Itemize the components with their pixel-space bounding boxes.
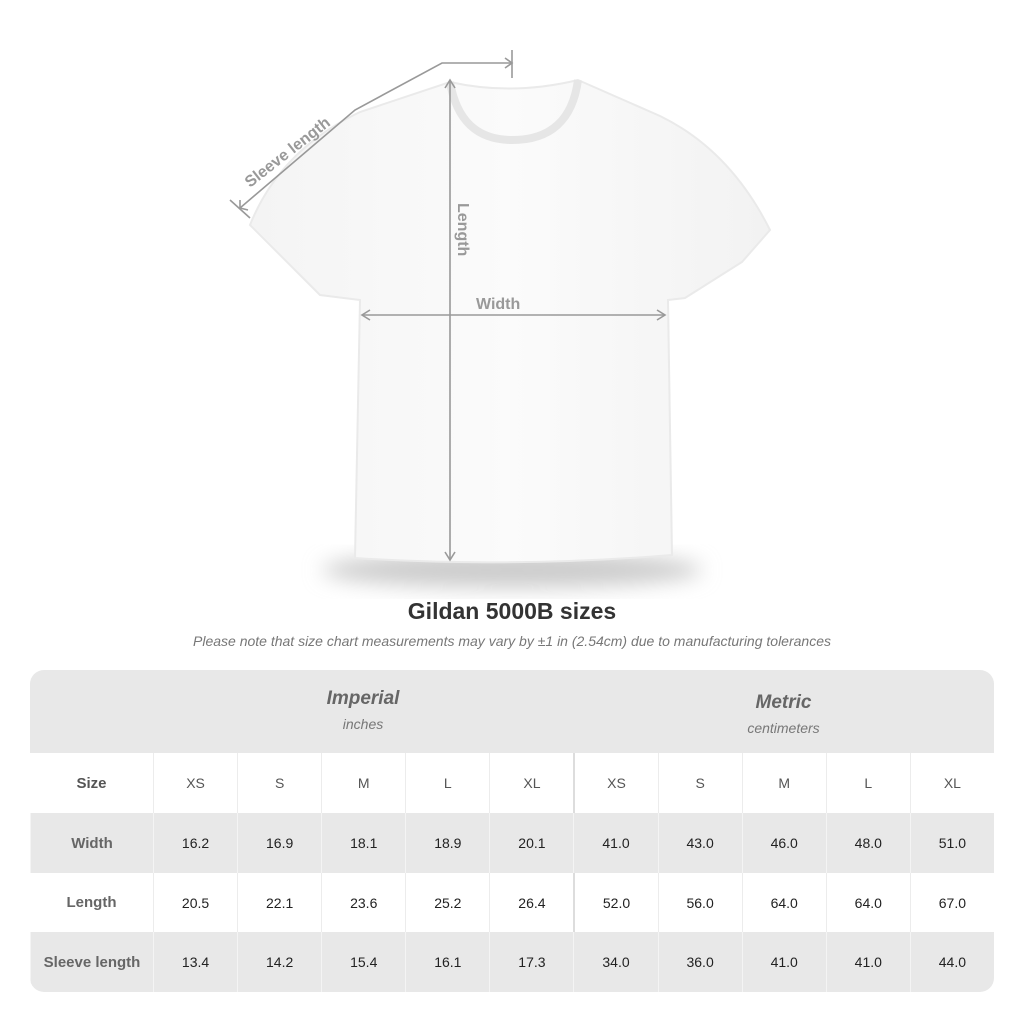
table-cell: 16.2 — [153, 813, 237, 873]
tolerance-note: Please note that size chart measurements… — [193, 633, 831, 649]
row-label: Sleeve length — [30, 932, 153, 992]
table-row: Width 16.2 16.9 18.1 18.9 20.1 41.0 43.0 46.0 48.… — [30, 813, 994, 873]
tshirt-diagram: Sleeve length Length Width — [229, 50, 772, 588]
table-cell: 15.4 — [321, 932, 405, 992]
width-label: Width — [476, 296, 520, 313]
table-cell: 67.0 — [909, 873, 994, 932]
table-cell: 17.3 — [489, 932, 573, 992]
metric-label: Metric — [755, 692, 812, 713]
table-cell: 56.0 — [657, 873, 742, 932]
size-header-cell: L — [825, 753, 910, 813]
tshirt-shape — [248, 78, 772, 564]
table-cell: 22.1 — [237, 873, 321, 932]
table-cell: 41.0 — [741, 932, 826, 992]
table-cell: 13.4 — [153, 932, 237, 992]
imperial-label: Imperial — [326, 688, 400, 709]
table-row: Sleeve length 13.4 14.2 15.4 16.1 17.3 34.0 36.… — [30, 932, 994, 992]
unit-header-band: Imperial inches Metric centimeters — [30, 670, 994, 753]
row-label: Length — [66, 894, 117, 911]
table-cell: 41.0 — [825, 932, 910, 992]
size-header-row: Size XS S M L XL XS S M L XL — [30, 753, 994, 813]
table-cell: 18.1 — [321, 813, 405, 873]
table-cell: 25.2 — [405, 873, 489, 932]
table-row: Length 20.5 22.1 23.6 25.2 26.4 52.0 56.0 64.0 64… — [30, 873, 994, 932]
table-cell: 51.0 — [909, 813, 994, 873]
table-cell: 43.0 — [657, 813, 742, 873]
measure-lines — [229, 50, 667, 562]
table-cell: 41.0 — [573, 813, 657, 873]
table-cell: 46.0 — [741, 813, 826, 873]
size-header-cell: S — [237, 753, 321, 813]
size-header-cell: M — [741, 753, 826, 813]
table-cell: 34.0 — [573, 932, 657, 992]
table-cell: 23.6 — [321, 873, 405, 932]
size-table: Imperial inches Metric centimeters Size X… — [30, 670, 994, 992]
size-header-cell: XL — [909, 753, 994, 813]
size-header-cell: M — [321, 753, 405, 813]
imperial-group: Imperial inches — [153, 688, 573, 732]
table-cell: 20.5 — [153, 873, 237, 932]
table-cell: 64.0 — [741, 873, 826, 932]
table-cell: 26.4 — [489, 873, 573, 932]
table-cell: 48.0 — [825, 813, 910, 873]
row-label: Width — [30, 813, 153, 873]
metric-unit: centimeters — [747, 720, 820, 736]
table-cell: 18.9 — [405, 813, 489, 873]
size-header-label: Size — [76, 774, 107, 792]
metric-group: Metric centimeters — [573, 692, 994, 736]
table-cell: 64.0 — [825, 873, 910, 932]
size-header-cell: XS — [573, 753, 657, 813]
table-cell: 52.0 — [573, 873, 657, 932]
size-header-cell: L — [405, 753, 489, 813]
table-cell: 16.9 — [237, 813, 321, 873]
size-header-cell: XL — [489, 753, 573, 813]
table-cell: 20.1 — [489, 813, 573, 873]
page-title: Gildan 5000B sizes — [407, 598, 617, 624]
table-cell: 44.0 — [909, 932, 994, 992]
table-cell: 14.2 — [237, 932, 321, 992]
table-cell: 36.0 — [657, 932, 742, 992]
size-header-cell: S — [657, 753, 742, 813]
imperial-unit: inches — [342, 716, 384, 732]
size-header-cell: XS — [153, 753, 237, 813]
length-label: Length — [454, 203, 471, 256]
table-cell: 16.1 — [405, 932, 489, 992]
